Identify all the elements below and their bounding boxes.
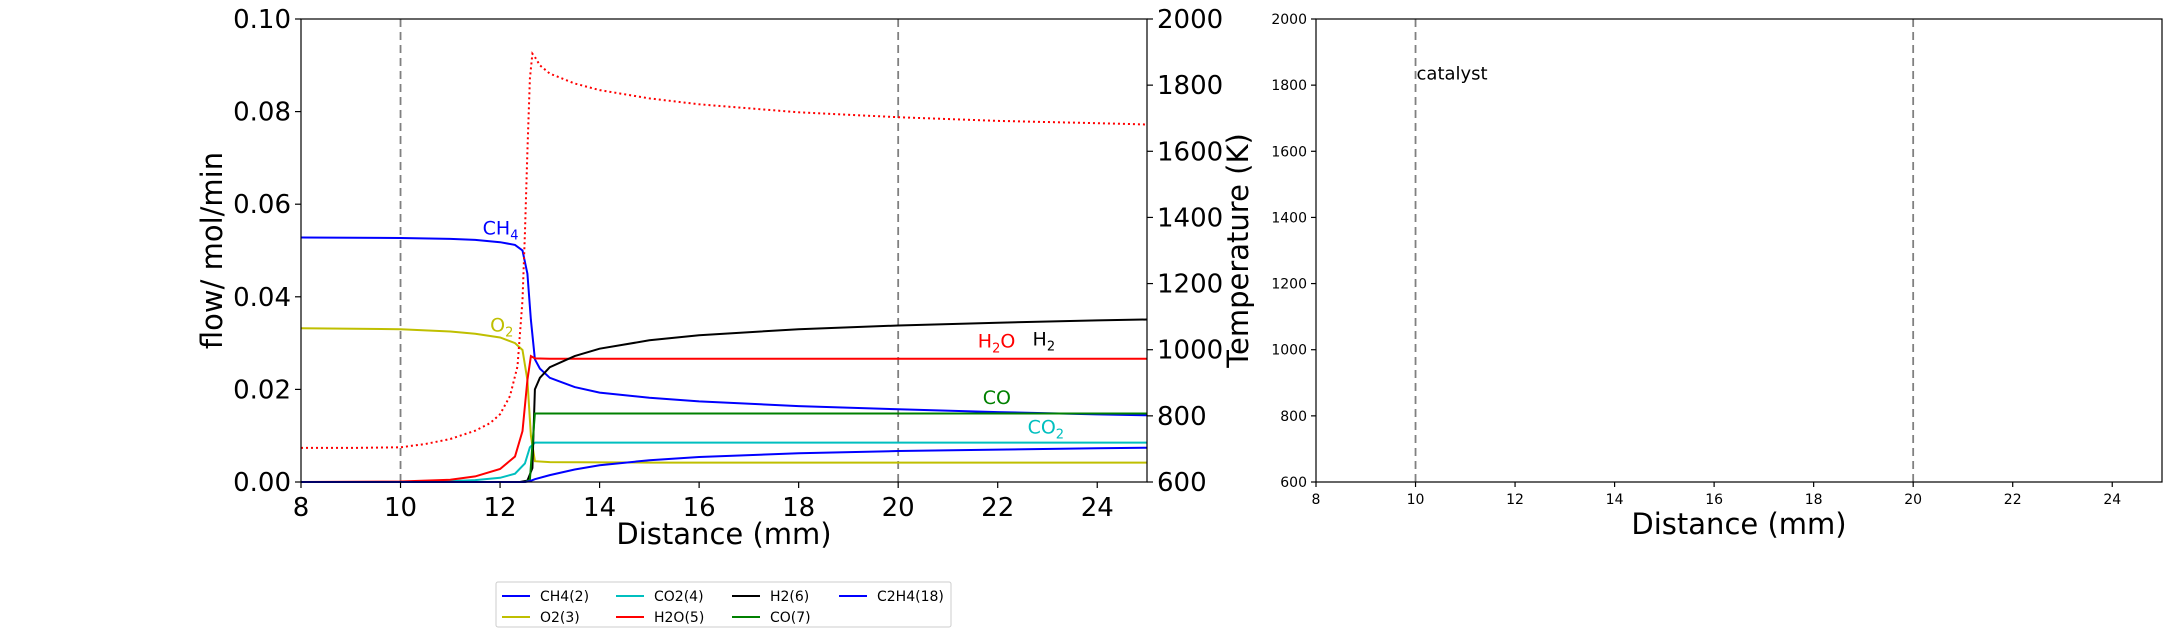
legend-label: CH4(2) (540, 589, 589, 605)
y-tick-label: 1000 (1271, 343, 1307, 359)
y2-tick-label: 1200 (1157, 270, 1223, 300)
x-tick-label: 8 (1312, 492, 1321, 508)
series-line-c2h4-18 (301, 446, 1148, 483)
species-annotation: H2O (978, 331, 1016, 357)
x-tick-label: 20 (1904, 492, 1922, 508)
temperature-line (301, 51, 1148, 449)
catalyst-annotation: catalyst (1417, 64, 1488, 85)
y2-tick-label: 1400 (1157, 203, 1223, 233)
right-catalyst-lines (1414, 19, 1915, 482)
x-tick-label: 22 (2004, 492, 2022, 508)
y2-tick-label: 2000 (1157, 5, 1223, 35)
right-axis-ticks: 600 800 1000 1200 1400 1600 1800 2000 (1147, 5, 1223, 498)
legend-label: O2(3) (540, 610, 580, 626)
left-plot-frame (300, 18, 1148, 483)
right-chart: 8 10 12 14 16 18 20 22 24 600 800 1000 1200 1400 1600… (1271, 12, 2163, 541)
series-line-co-7 (301, 412, 1147, 483)
y-tick-label: 800 (1280, 409, 1307, 425)
temperature-axis-label: Temperature (K) (1221, 133, 1255, 369)
series-line-h2o-5 (300, 354, 1147, 483)
x-tick-label: 14 (583, 493, 616, 523)
x-tick-label: 18 (782, 493, 815, 523)
y2-tick-label: 1600 (1157, 137, 1223, 167)
right-x-ticks: 8 10 12 14 16 18 20 22 24 (1312, 482, 2121, 508)
x-tick-label: 14 (1606, 492, 1624, 508)
legend-label: CO(7) (770, 610, 811, 626)
x-tick-label: 20 (882, 493, 915, 523)
x-tick-label: 16 (683, 493, 716, 523)
y-tick-label: 2000 (1271, 12, 1307, 28)
y-tick-label: 0.10 (233, 5, 291, 35)
left-annotations: CH4 O2 H2 H2O CO CO2 (483, 217, 1064, 442)
y2-tick-label: 600 (1157, 468, 1207, 498)
series-line-h2-6 (301, 318, 1148, 483)
legend-label: H2(6) (770, 589, 809, 605)
x-tick-label: 10 (384, 493, 417, 523)
right-x-axis-label: Distance (mm) (1631, 507, 1846, 541)
y-tick-label: 600 (1280, 475, 1307, 491)
x-tick-label: 24 (1081, 493, 1114, 523)
y-tick-label: 0.02 (233, 375, 291, 405)
left-x-axis-label: Distance (mm) (616, 517, 831, 551)
species-annotation: O2 (490, 315, 513, 341)
y-tick-label: 0.00 (233, 468, 291, 498)
left-series-group (300, 51, 1148, 483)
y2-tick-label: 1000 (1157, 336, 1223, 366)
legend-box (495, 581, 952, 628)
left-y-ticks: 0.00 0.02 0.04 0.06 0.08 0.10 (233, 5, 301, 498)
x-tick-label: 12 (1506, 492, 1524, 508)
y-tick-label: 0.08 (233, 98, 291, 128)
species-annotation: CO (983, 387, 1011, 409)
y-tick-label: 1600 (1271, 144, 1307, 160)
left-x-ticks: 8 10 12 14 16 18 20 22 24 (293, 482, 1114, 523)
y2-tick-label: 1800 (1157, 71, 1223, 101)
y-tick-label: 1800 (1271, 78, 1307, 94)
species-annotation: CO2 (1028, 416, 1065, 442)
x-tick-label: 16 (1705, 492, 1723, 508)
right-plot-frame (1315, 18, 2163, 483)
x-tick-label: 8 (293, 493, 310, 523)
y-tick-label: 1400 (1271, 210, 1307, 226)
y-tick-label: 1200 (1271, 277, 1307, 293)
legend: CH4(2) O2(3) CO2(4) H2O(5) H2(6) CO(7) C2H4(18… (495, 581, 952, 628)
x-tick-label: 22 (981, 493, 1014, 523)
y-tick-label: 0.04 (233, 283, 291, 313)
legend-label: C2H4(18) (877, 589, 944, 605)
right-y-ticks: 600 800 1000 1200 1400 1600 1800 2000 (1271, 12, 1316, 491)
x-tick-label: 12 (484, 493, 517, 523)
x-tick-label: 18 (1805, 492, 1823, 508)
series-line-ch4-2 (300, 236, 1148, 417)
right-annotations: catalyst (1417, 64, 1488, 85)
left-y-axis-label: flow/ mol/min (195, 152, 229, 349)
legend-label: H2O(5) (654, 610, 704, 626)
species-annotation: H2 (1033, 328, 1056, 354)
legend-label: CO2(4) (654, 589, 704, 605)
species-annotation: CH4 (483, 217, 519, 243)
y-tick-label: 0.06 (233, 190, 291, 220)
x-tick-label: 10 (1407, 492, 1425, 508)
y2-tick-label: 800 (1157, 402, 1207, 432)
x-tick-label: 24 (2103, 492, 2121, 508)
